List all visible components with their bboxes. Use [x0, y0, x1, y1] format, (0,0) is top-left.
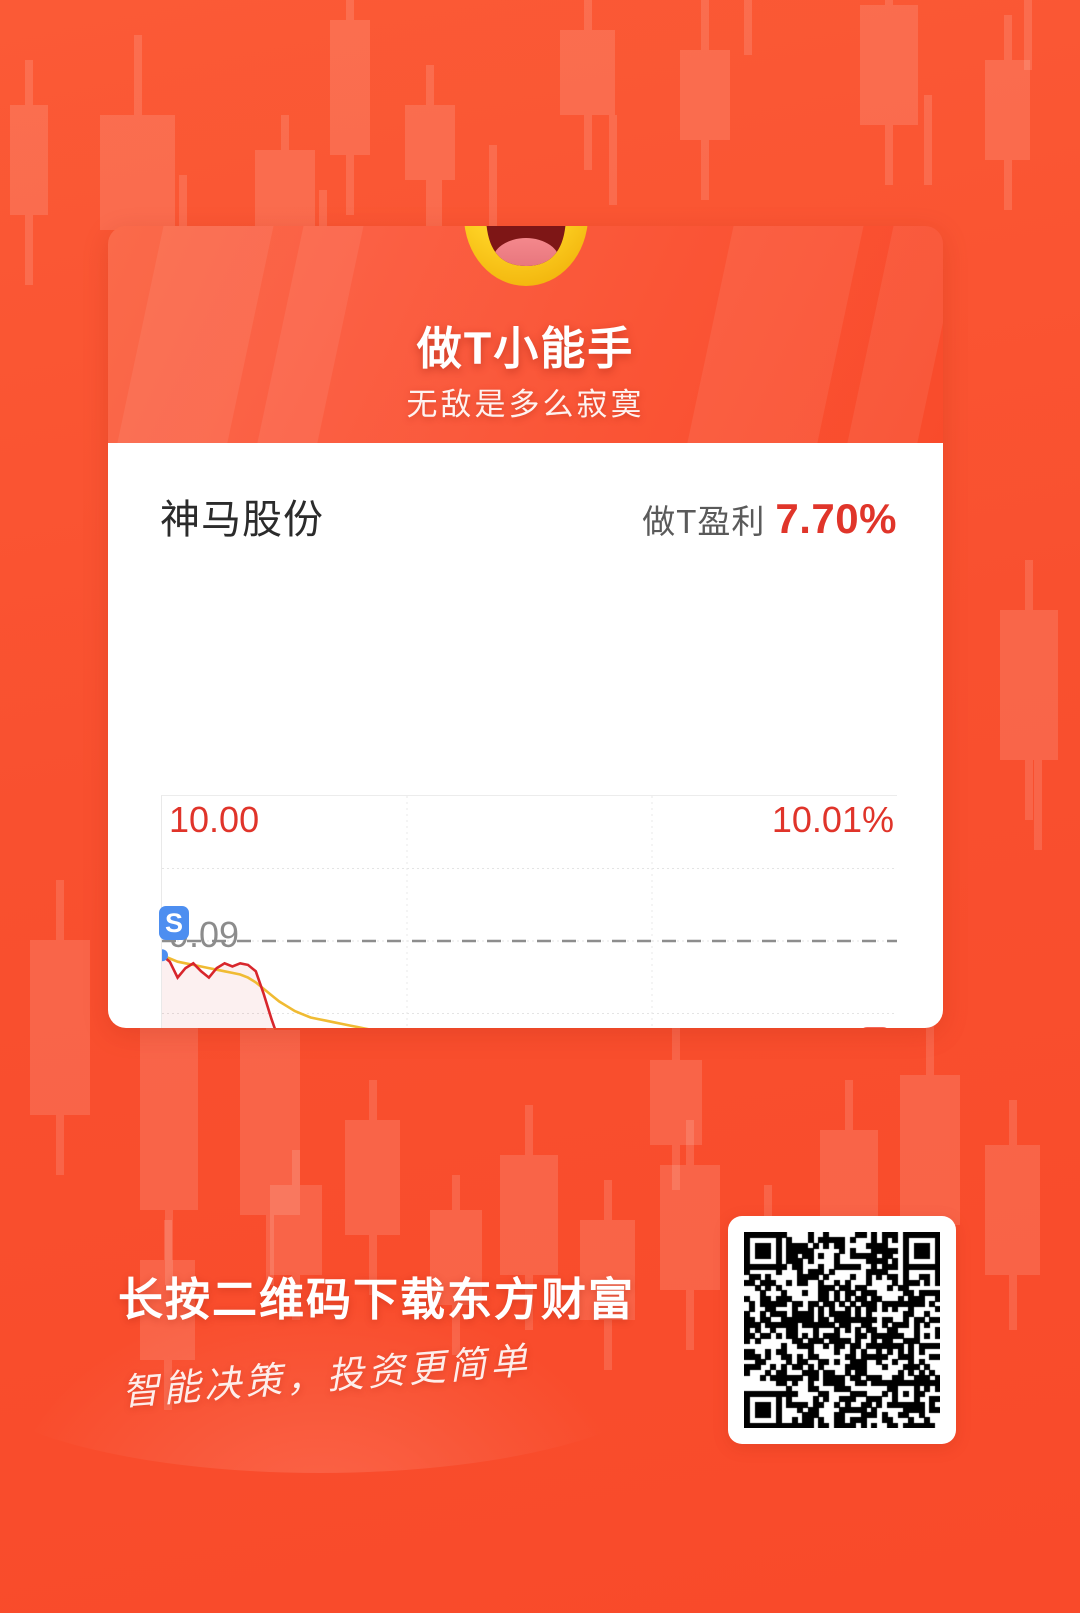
download-prompt: 长按二维码下载东方财富: [118, 1274, 636, 1325]
background-candle-wick: [609, 115, 617, 205]
card-body: 神马股份 做T盈利 7.70% 10.00 10.01% 9.09 8.18 -…: [108, 443, 943, 1028]
average-price-line: [162, 954, 369, 1028]
background-candle: [140, 955, 198, 1285]
background-candle: [330, 0, 370, 215]
profit-value: 7.70%: [775, 495, 897, 542]
qr-code-card[interactable]: [728, 1216, 956, 1444]
background-candle: [405, 65, 455, 240]
background-candle: [900, 1020, 960, 1285]
sell-point-dot: [162, 949, 168, 962]
background-candle: [10, 60, 48, 285]
background-candle: [430, 1175, 482, 1355]
background-candle: [240, 985, 300, 1285]
background-candle: [140, 1220, 195, 1410]
background-candle-wick: [924, 95, 932, 185]
promo-card: 做T小能手 无敌是多么寂寞: [108, 226, 943, 1028]
axis-label-change-up-pct: 10.01%: [771, 799, 894, 840]
stock-name: 神马股份: [160, 498, 324, 542]
background-candle: [270, 1150, 322, 1320]
background-candle: [985, 1100, 1040, 1330]
chart-plot-area[interactable]: [161, 795, 897, 1028]
grinning-squinting-face-icon: [450, 226, 602, 292]
background-candle: [1000, 560, 1058, 820]
background-candle: [30, 880, 90, 1175]
intraday-chart: 10.00 10.01% 9.09 8.18 -10.01% S B: [159, 795, 897, 1028]
background-candle: [500, 1105, 558, 1330]
background-candle-wick: [179, 175, 187, 265]
background-candle: [680, 0, 730, 200]
background-candle: [345, 1080, 400, 1295]
chart-svg: [162, 796, 897, 1028]
background-candle-wick: [489, 145, 497, 235]
background-candle: [985, 15, 1030, 210]
sell-marker-badge[interactable]: S: [159, 906, 189, 941]
card-header: 做T小能手 无敌是多么寂寞: [108, 226, 943, 443]
buy-marker-badge[interactable]: B: [860, 1027, 890, 1028]
background-candle: [100, 35, 175, 335]
quote-header: 神马股份 做T盈利 7.70%: [160, 487, 897, 542]
background-candle: [650, 1025, 702, 1190]
card-title: 做T小能手: [416, 323, 635, 374]
background-candle: [560, 0, 615, 170]
price-line: [162, 954, 276, 1028]
background-candle-wick: [1034, 760, 1042, 850]
background-candle: [580, 1180, 635, 1370]
axis-label-limit-up: 10.00: [169, 799, 260, 840]
profit-label: 做T盈利: [642, 503, 766, 540]
card-subtitle: 无敌是多么寂寞: [406, 387, 645, 422]
background-swoosh: [0, 1263, 680, 1473]
background-candle-wick: [1024, 0, 1032, 70]
background-candle-wick: [744, 0, 752, 55]
background-candle-wick: [434, 180, 442, 270]
background-candle: [860, 0, 918, 185]
qr-code[interactable]: [744, 1232, 940, 1428]
profit-group: 做T盈利 7.70%: [642, 495, 897, 543]
background-candle: [660, 1120, 720, 1350]
price-area-fill: [162, 955, 275, 1028]
